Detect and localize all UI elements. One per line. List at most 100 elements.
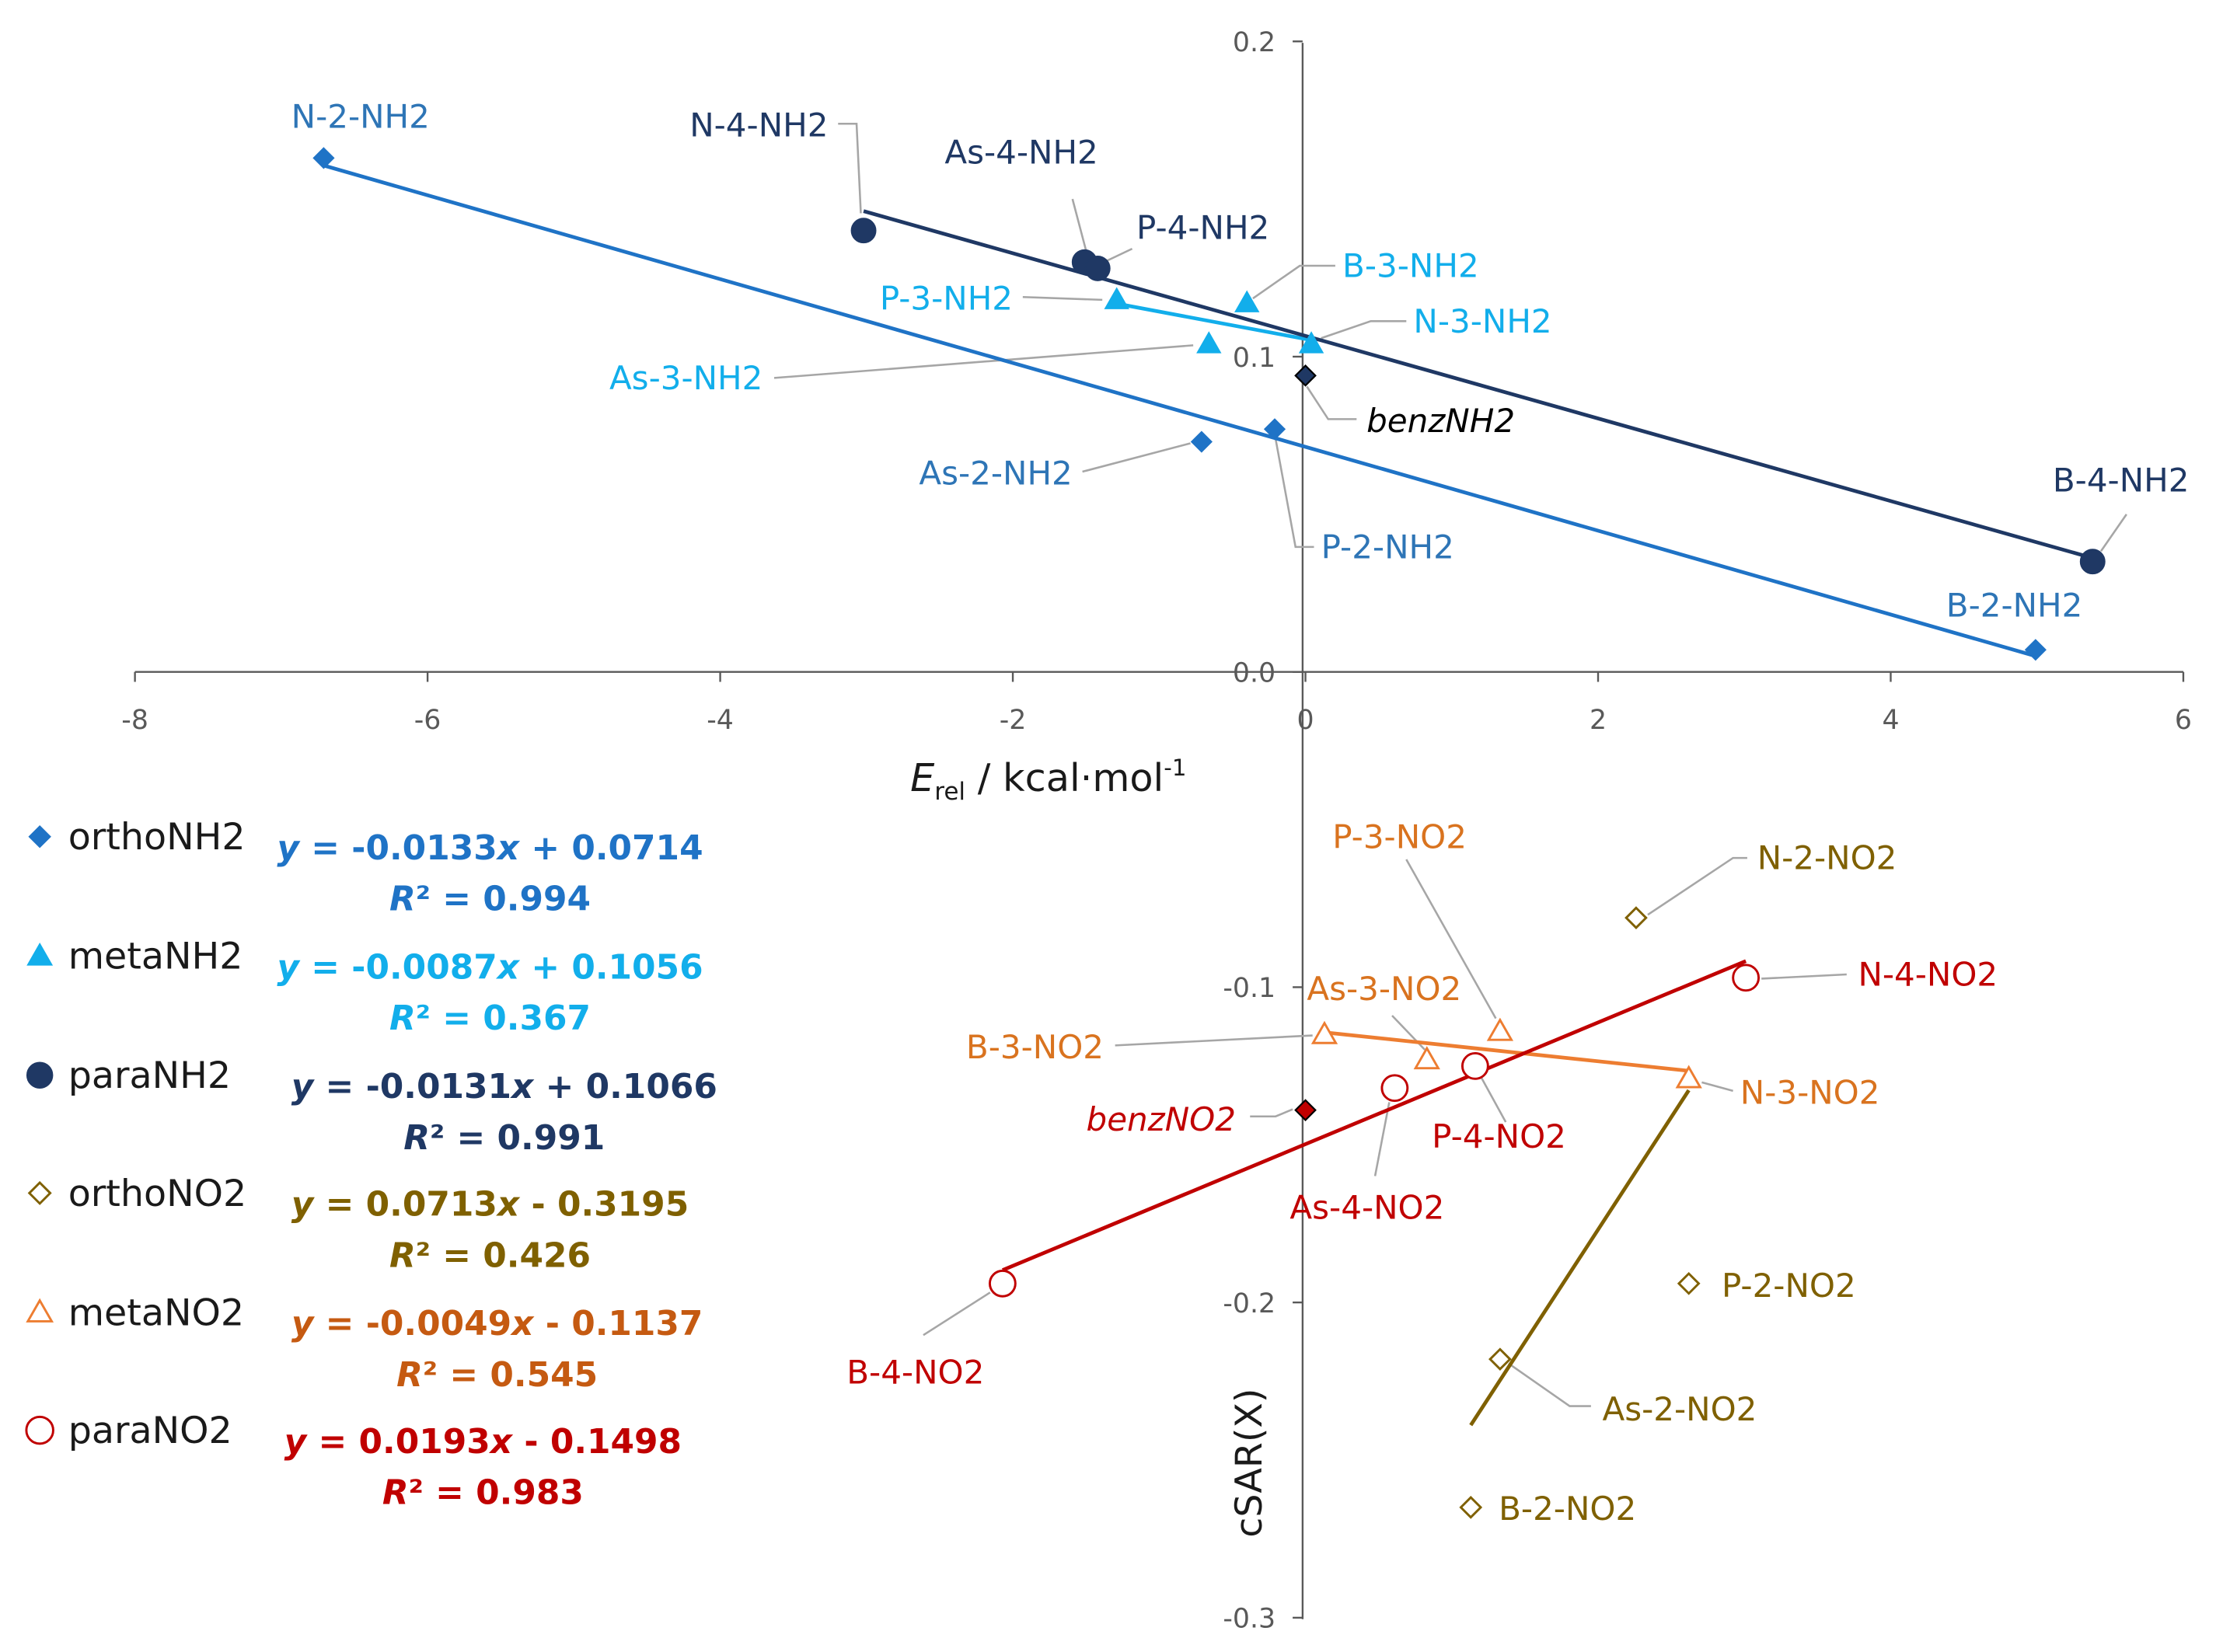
y-tick-label: 0.0 (1233, 658, 1276, 689)
y-tick-label: -0.3 (1223, 1604, 1276, 1635)
trendlines (323, 163, 2093, 1427)
leader-line (1252, 264, 1335, 300)
point-label: As-3-NH2 (609, 359, 763, 397)
x-tick-label: -8 (121, 705, 148, 736)
point-B-3-NH2 (1234, 290, 1260, 312)
point-B-2-NO2 (1459, 1496, 1483, 1519)
r-squared: R² = 0.991 (403, 1118, 605, 1158)
point-P-3-NH2 (1104, 287, 1129, 309)
point-As-2-NH2 (1190, 430, 1213, 453)
point-label: N-2-NO2 (1757, 839, 1897, 877)
point-B-4-NO2 (988, 1269, 1017, 1298)
legend-marker-orthoNO2 (27, 1180, 52, 1205)
leader-line (1274, 438, 1314, 549)
point-label: B-2-NO2 (1499, 1490, 1636, 1528)
point-B-3-NO2 (1310, 1020, 1338, 1044)
point-label: P-4-NO2 (1432, 1117, 1566, 1155)
trend-equation: y = -0.0087x + 0.1056 (277, 947, 703, 987)
x-tick-label: 4 (1882, 705, 1899, 736)
legend-marker-metaNO2 (26, 1298, 54, 1323)
x-tick-label: -4 (707, 705, 734, 736)
x-tick-label: 2 (1590, 705, 1607, 736)
legend-label: paraNO2 (68, 1410, 232, 1452)
leader-line (1250, 1108, 1293, 1118)
point-N-2-NH2 (312, 147, 335, 169)
leader-lines (773, 122, 2127, 1407)
leader-line (1115, 1034, 1313, 1047)
y-tick-label: 0.2 (1233, 27, 1276, 58)
x-tick-label: 0 (1296, 705, 1314, 736)
trend-equation: y = -0.0049x - 0.1137 (291, 1304, 703, 1344)
leader-line (923, 1291, 991, 1337)
r-squared: R² = 0.545 (396, 1355, 598, 1395)
point-As-2-NO2 (1488, 1347, 1512, 1371)
point-label: B-3-NH2 (1342, 247, 1479, 285)
point-label: P-4-NH2 (1136, 208, 1269, 246)
leader-line (1405, 859, 1497, 1019)
leader-line (838, 122, 862, 214)
point-P-2-NO2 (1677, 1271, 1701, 1295)
leader-line (1022, 295, 1103, 301)
x-axis-title: Erel / kcal·mol-1 (910, 755, 1186, 806)
legend-marker-paraNO2 (25, 1415, 54, 1445)
leader-line (1761, 973, 1847, 980)
legend-marker-metaNH2 (26, 943, 54, 966)
reference-marker (1294, 1099, 1317, 1122)
trendline-metaNO2 (1324, 1030, 1689, 1073)
leader-line (1481, 1077, 1507, 1123)
leader-line (1373, 1102, 1391, 1176)
trend-equation: y = -0.0131x + 0.1066 (291, 1067, 717, 1107)
r-squared: R² = 0.426 (389, 1236, 591, 1275)
point-label: N-4-NH2 (689, 106, 828, 145)
leader-line (1701, 1081, 1733, 1093)
y-tick-label: -0.1 (1223, 973, 1276, 1004)
leader-line (1071, 198, 1088, 253)
point-As-3-NH2 (1196, 331, 1222, 354)
point-N-3-NH2 (1298, 331, 1324, 354)
leader-line (1647, 856, 1747, 916)
point-label: N-4-NO2 (1858, 956, 1998, 994)
x-tick-label: 6 (2175, 705, 2192, 736)
trend-equation: y = 0.0193x - 0.1498 (284, 1422, 682, 1462)
axes: -8 -6 -4 -2 0 2 4 6 0.2 0.1 0.0 -0.1 -0.2 -0.3 (121, 27, 2192, 1635)
point-label: As-3-NO2 (1307, 970, 1461, 1008)
point-label: P-2-NO2 (1722, 1267, 1856, 1305)
point-labels: N-2-NH2 As-2-NH2 P-2-NH2 B-2-NH2 P-3-NH2 As-3… (291, 98, 2190, 1528)
reference-marker (1294, 364, 1317, 387)
point-label: N-2-NH2 (291, 98, 430, 136)
point-label: B-2-NH2 (1946, 586, 2083, 624)
point-P-2-NH2 (1263, 418, 1286, 441)
point-label: As-4-NH2 (944, 133, 1098, 171)
y-axis-title: cSAR(X) (1228, 1389, 1271, 1538)
trendline-metaNH2 (1116, 301, 1312, 343)
point-N-4-NH2 (850, 218, 877, 244)
trendline-orthoNH2 (323, 163, 2036, 658)
point-label: As-2-NO2 (1602, 1390, 1757, 1428)
point-N-2-NO2 (1624, 906, 1648, 930)
legend-label: orthoNH2 (68, 816, 246, 859)
legend-label: metaNH2 (68, 936, 243, 978)
point-label: B-4-NH2 (2053, 462, 2190, 500)
leader-line (1508, 1362, 1591, 1407)
point-label: P-2-NH2 (1321, 528, 1454, 566)
trendline-paraNO2 (1001, 959, 1747, 1272)
leader-line (1391, 1015, 1426, 1051)
point-label: N-3-NO2 (1740, 1073, 1880, 1111)
point-As-4-NO2 (1380, 1074, 1409, 1103)
leader-line (1321, 320, 1407, 340)
x-tick-label: -2 (1000, 705, 1027, 736)
x-tick-label: -6 (414, 705, 441, 736)
point-label: N-3-NH2 (1413, 302, 1551, 340)
point-N-4-NO2 (1732, 964, 1761, 992)
point-label: P-3-NH2 (880, 280, 1013, 318)
legend-marker-paraNH2 (26, 1061, 54, 1089)
reference-label: benzNH2 (1366, 402, 1515, 440)
legend-marker-orthoNH2 (28, 824, 51, 849)
point-B-2-NH2 (2024, 639, 2047, 661)
legend-label: metaNO2 (68, 1291, 244, 1334)
r-squared: R² = 0.983 (382, 1473, 584, 1513)
point-label: P-3-NO2 (1332, 817, 1467, 856)
trendline-orthoNO2 (1469, 1089, 1691, 1427)
point-label: B-3-NO2 (966, 1028, 1104, 1066)
